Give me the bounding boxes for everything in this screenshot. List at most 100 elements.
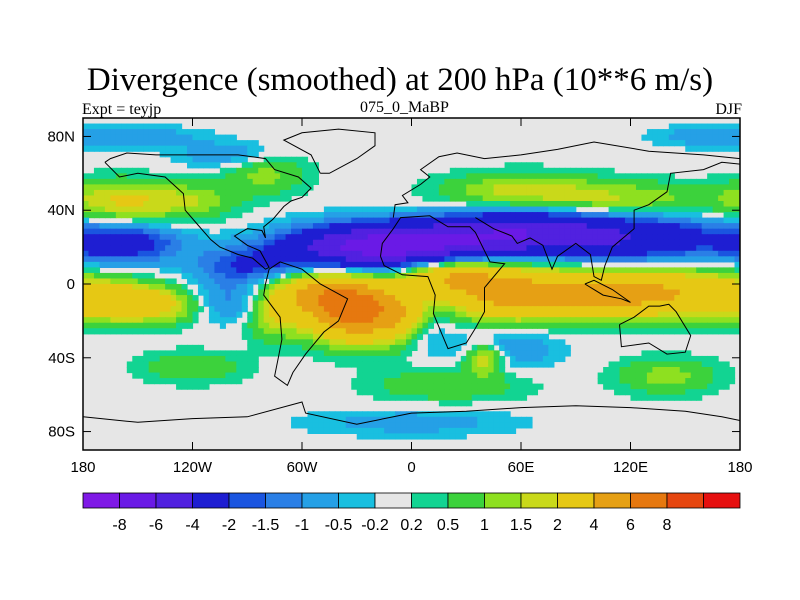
field-cell <box>356 245 363 252</box>
field-cell <box>592 212 599 219</box>
field-cell <box>302 289 309 296</box>
field-cell <box>679 256 686 263</box>
field-cell <box>345 267 352 274</box>
field-cell <box>674 306 681 313</box>
field-cell <box>531 250 539 257</box>
field-cell <box>241 289 248 296</box>
field-cell <box>176 245 183 252</box>
field-cell <box>154 372 161 379</box>
field-cell <box>148 184 155 191</box>
field-cell <box>586 201 593 208</box>
field-cell <box>471 245 478 252</box>
field-cell <box>652 267 659 274</box>
field-cell <box>477 267 484 274</box>
field-cell <box>685 367 692 374</box>
field-cell <box>181 178 188 185</box>
field-cell <box>690 284 697 291</box>
field-cell <box>154 317 161 324</box>
field-cell <box>510 184 517 191</box>
field-cell <box>663 228 670 235</box>
field-cell <box>203 145 210 152</box>
field-cell <box>126 272 133 280</box>
field-cell <box>208 317 215 324</box>
y-tick-label: 40N <box>47 202 75 219</box>
field-cell <box>444 245 451 252</box>
field-cell <box>214 239 221 246</box>
field-cell <box>592 184 599 191</box>
field-cell <box>302 300 309 307</box>
field-cell <box>137 322 144 329</box>
field-cell <box>663 389 670 396</box>
field-cell <box>263 311 270 318</box>
field-cell <box>395 234 402 241</box>
field-cell <box>181 361 188 368</box>
field-cell <box>444 212 451 219</box>
field-cell <box>214 184 221 191</box>
field-cell <box>707 178 714 185</box>
field-cell <box>488 217 495 224</box>
field-cell <box>104 239 111 246</box>
field-cell <box>170 189 177 197</box>
field-cell <box>531 311 539 318</box>
field-cell <box>553 228 560 235</box>
field-cell <box>373 361 380 368</box>
field-cell <box>603 184 610 191</box>
field-cell <box>236 173 243 180</box>
field-cell <box>378 372 385 379</box>
field-cell <box>93 261 101 268</box>
field-cell <box>564 322 571 329</box>
field-cell <box>302 317 309 324</box>
field-cell <box>416 389 424 396</box>
field-cell <box>701 372 708 379</box>
field-cell <box>197 278 205 285</box>
field-cell <box>542 350 549 357</box>
field-cell <box>668 367 675 374</box>
field-cell <box>493 201 500 208</box>
field-cell <box>334 344 341 351</box>
field-cell <box>493 173 500 180</box>
field-cell <box>329 306 336 313</box>
field-cell <box>493 378 500 385</box>
field-cell <box>406 367 413 374</box>
field-cell <box>230 206 237 213</box>
field-cell <box>197 372 205 379</box>
field-cell <box>635 284 643 291</box>
field-cell <box>592 195 599 202</box>
field-cell <box>285 167 292 174</box>
field-cell <box>657 355 664 363</box>
field-cell <box>504 289 511 296</box>
field-cell <box>318 300 325 307</box>
field-cell <box>280 333 287 340</box>
field-cell <box>597 223 604 230</box>
field-cell <box>690 123 697 130</box>
colorbar-label: -0.5 <box>325 517 353 534</box>
field-cell <box>269 167 276 174</box>
field-cell <box>455 339 462 346</box>
field-cell <box>449 189 456 197</box>
field-cell <box>329 228 336 235</box>
field-cell <box>104 123 111 130</box>
field-cell <box>93 311 101 318</box>
field-cell <box>592 306 599 313</box>
field-cell <box>362 372 369 379</box>
field-cell <box>723 250 730 257</box>
field-cell <box>526 344 533 351</box>
field-cell <box>630 317 637 324</box>
field-cell <box>499 234 506 241</box>
field-cell <box>274 295 281 302</box>
field-cell <box>208 367 215 374</box>
field-cell <box>674 234 681 241</box>
field-cell <box>187 278 194 285</box>
field-cell <box>542 223 549 230</box>
field-cell <box>586 217 593 224</box>
field-cell <box>312 250 320 257</box>
field-cell <box>499 217 506 224</box>
field-cell <box>285 344 292 351</box>
field-cell <box>471 306 478 313</box>
field-cell <box>504 394 511 401</box>
coastline <box>263 261 349 387</box>
field-cell <box>110 239 117 246</box>
field-cell <box>416 228 424 235</box>
field-cell <box>444 217 451 224</box>
field-cell <box>208 372 215 379</box>
